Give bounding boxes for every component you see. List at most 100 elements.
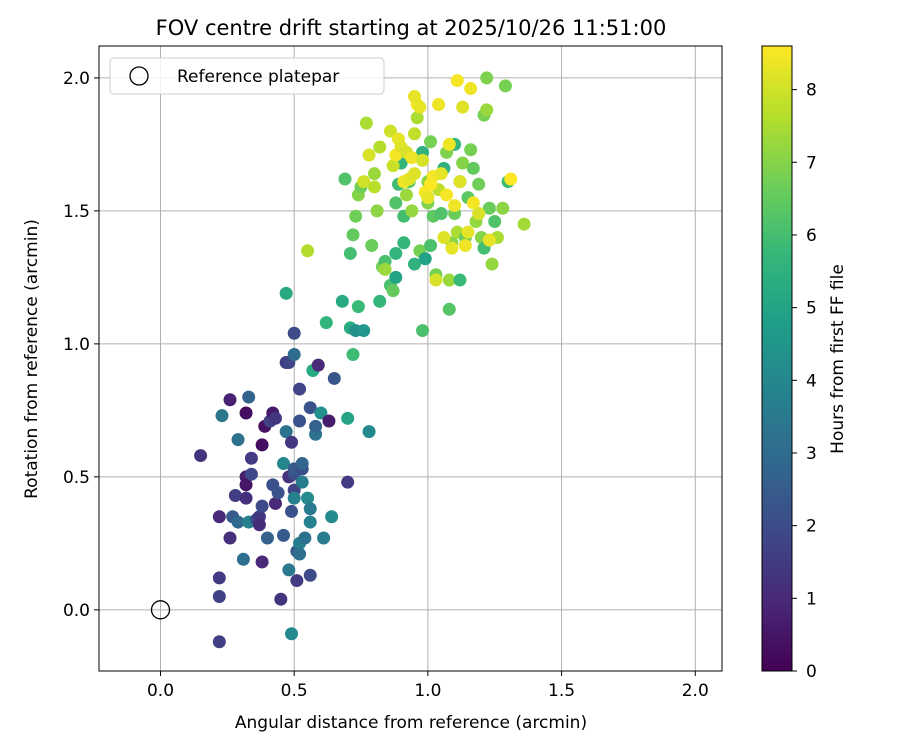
data-point [290,574,304,588]
legend-box [109,57,385,95]
x-axis-label: Angular distance from reference (arcmin) [235,713,587,733]
data-point [287,326,301,340]
data-point [287,491,301,505]
legend: Reference platepar [109,57,385,95]
data-point [421,191,435,205]
data-point [458,238,472,252]
data-point [434,207,448,221]
data-point [485,257,499,271]
x-tick-label: 1.0 [414,681,441,701]
colorbar-tick-label: 4 [806,371,817,391]
data-point [410,111,424,125]
data-point [279,286,293,300]
data-point [311,358,325,372]
data-point [244,467,258,481]
data-point [295,457,309,471]
data-point [255,438,269,452]
data-point [239,406,253,420]
colorbar-tick-label: 6 [806,226,817,246]
colorbar-ticks: 0 1 2 3 4 5 6 7 8 [792,81,817,682]
data-point [434,167,448,181]
data-point [405,151,419,165]
data-point [303,568,317,582]
y-axis-label: Rotation from reference (arcmin) [22,219,42,499]
data-point [359,116,373,130]
data-point [293,547,307,561]
data-point [445,241,459,255]
data-point [317,531,331,545]
data-point [231,433,245,447]
data-point [480,103,494,117]
data-point [212,510,226,524]
data-point [285,504,299,518]
data-point [287,348,301,362]
colorbar-tick-label: 7 [806,153,817,173]
data-point [242,390,256,404]
data-point [424,238,438,252]
data-point [383,124,397,138]
data-point [440,188,454,202]
data-point [413,100,427,114]
grid-lines [99,46,722,671]
data-point [325,510,339,524]
colorbar-tick-label: 3 [806,444,817,464]
data-point [223,531,237,545]
data-point [338,172,352,186]
data-point [346,228,360,242]
data-point [464,143,478,157]
data-point [408,127,422,141]
data-point [255,555,269,569]
y-tick-label: 0.0 [63,601,90,621]
data-point [362,425,376,439]
data-point [276,528,290,542]
data-point [351,300,365,314]
data-point [472,177,486,191]
colorbar-tick-label: 5 [806,299,817,319]
y-tick-label: 1.5 [63,202,90,222]
data-point [389,270,403,284]
data-point [472,207,486,221]
data-point [437,230,451,244]
data-point [461,225,475,239]
data-point [482,233,496,247]
data-point [357,175,371,189]
x-tick-label: 0.0 [147,681,174,701]
data-point [389,246,403,260]
data-point [303,502,317,516]
data-point [322,414,336,428]
data-point [293,382,307,396]
data-point [408,257,422,271]
data-point [408,167,422,181]
data-point [466,161,480,175]
data-points [150,71,531,649]
data-point [408,90,422,104]
data-point [276,457,290,471]
data-point [386,284,400,298]
data-point [282,563,296,577]
data-point [424,135,438,149]
data-point [319,316,333,330]
data-point [418,252,432,266]
data-point [298,531,312,545]
data-point [378,262,392,276]
colorbar: 0 1 2 3 4 5 6 7 8 Hours from first FF file [761,45,848,682]
data-point [386,159,400,173]
data-point [480,71,494,85]
colorbar-gradient [761,45,793,672]
data-point [453,175,467,189]
data-point [252,518,266,532]
legend-label-reference: Reference platepar [177,67,339,87]
data-point [341,411,355,425]
data-point [517,217,531,231]
data-point [215,409,229,423]
y-tick-label: 0.5 [63,468,90,488]
data-point [271,486,285,500]
data-point [370,204,384,218]
data-point [295,475,309,489]
data-point [231,515,245,529]
data-point [285,627,299,641]
data-point [303,515,317,529]
data-point [239,478,253,492]
y-tick-label: 2.0 [63,69,90,89]
